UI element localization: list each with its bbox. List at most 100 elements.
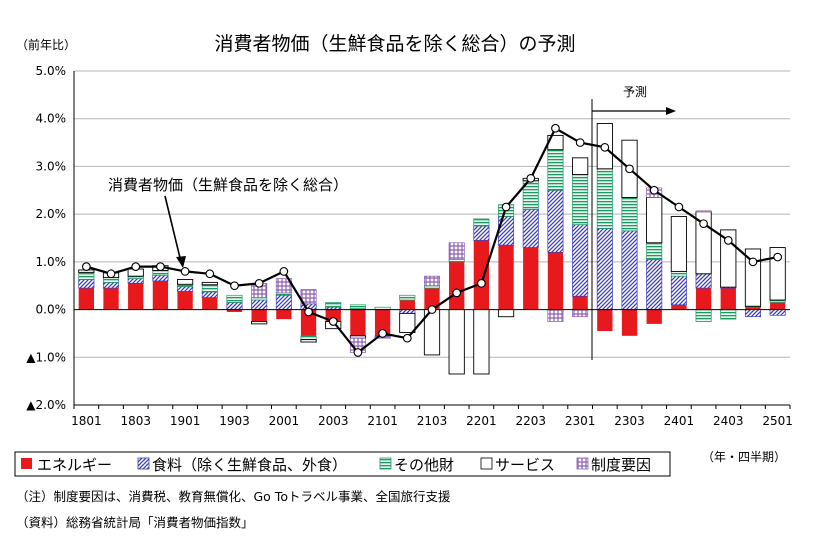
bar-food (670, 275, 687, 306)
bar-institutional (423, 275, 441, 287)
bar-food (572, 224, 589, 297)
bar-other-goods (399, 294, 416, 301)
x-axis-unit-label: （年・四半期） (702, 450, 786, 464)
line-annotation: 消費者物価（生鮮食品を除く総合） (108, 176, 348, 268)
bar-energy (374, 309, 391, 336)
bar-services (769, 247, 786, 301)
cpi-line-point (353, 348, 363, 357)
bar-food (399, 309, 416, 314)
forecast-arrowhead (666, 107, 676, 115)
bar-services (300, 339, 317, 343)
bar-energy (695, 288, 712, 310)
bar-energy (572, 296, 588, 310)
bar-services (646, 196, 663, 244)
bar-energy (498, 245, 514, 310)
bar-food (596, 228, 613, 310)
legend-label-energy: エネルギー (37, 456, 112, 474)
x-tick-label: 2501 (762, 414, 793, 428)
x-tick-label: 2103 (417, 414, 448, 428)
bar-institutional (695, 210, 712, 213)
bar-other-goods (251, 297, 268, 301)
cpi-line-point (477, 278, 486, 288)
bar-energy (449, 261, 465, 310)
bar-other-goods (300, 335, 317, 340)
bar-food (744, 309, 761, 318)
bar-energy (646, 309, 662, 324)
legend-swatch-energy (21, 458, 32, 469)
bar-other-goods (720, 309, 737, 320)
bar-services (670, 216, 688, 272)
stacked-bars (78, 123, 786, 375)
bar-energy (473, 240, 490, 310)
x-tick-label: 1903 (219, 414, 250, 428)
chart-title: 消費者物価（生鮮食品を除く総合）の予測 (214, 33, 575, 55)
x-tick-label: 2001 (269, 414, 300, 428)
bar-services (497, 309, 515, 318)
bar-food (152, 274, 169, 282)
cpi-line-point (551, 123, 560, 133)
bar-other-goods (572, 174, 589, 225)
bar-institutional (547, 309, 564, 322)
bar-services (572, 157, 589, 175)
bar-other-goods (473, 218, 490, 227)
legend: エネルギー 食料（除く生鮮食品、外食） その他財 サービス 制度要因 (14, 451, 671, 477)
cpi-line-point (526, 174, 536, 183)
note-source: （資料）総務省統計局「消費者物価指数」 (16, 515, 254, 530)
x-tick-label: 2003 (318, 414, 349, 428)
line-annotation-label: 消費者物価（生鮮食品を除く総合） (108, 176, 348, 194)
forecast-label: 予測 (623, 85, 647, 99)
legend-frame (14, 451, 671, 477)
y-tick-label: 5.0% (36, 64, 67, 78)
bar-other-goods (646, 242, 663, 260)
bar-food (127, 278, 144, 284)
cpi-line-point (180, 267, 190, 276)
line-annotation-arrow (164, 195, 182, 263)
cpi-line (81, 123, 783, 357)
bar-energy (547, 252, 564, 310)
bar-other-goods (275, 292, 292, 296)
cpi-line-point (699, 219, 708, 229)
y-tick-label: 1.0% (36, 255, 67, 269)
cpi-line-point (328, 317, 338, 326)
legend-swatch-services (480, 457, 493, 470)
bar-services (176, 279, 194, 285)
cpi-line-point (156, 262, 165, 271)
legend-swatch-other-goods (379, 457, 392, 470)
cpi-line-point (575, 138, 585, 147)
x-tick-label: 2101 (367, 414, 398, 428)
bar-energy (300, 309, 317, 336)
y-axis-unit-label: （前年比） (16, 37, 76, 52)
cpi-line-point (81, 262, 91, 271)
bar-food (275, 294, 292, 310)
bar-energy (745, 307, 761, 310)
bar-other-goods (78, 272, 95, 280)
bar-energy (720, 288, 736, 310)
bar-energy (424, 288, 440, 310)
x-tick-label: 2303 (614, 414, 645, 428)
bar-other-goods (423, 285, 441, 289)
bar-food (695, 273, 712, 289)
bar-services (399, 312, 416, 333)
legend-label-services: サービス (495, 456, 555, 474)
bar-other-goods (325, 302, 342, 308)
x-tick-label: 1901 (170, 414, 201, 428)
bar-energy (399, 300, 415, 310)
x-tick-label: 2203 (515, 414, 546, 428)
bar-services (251, 321, 268, 325)
forecast-annotation: 予測 (591, 85, 676, 360)
bar-energy (770, 302, 786, 310)
cpi-line-point (230, 281, 239, 291)
legend-label-other-goods: その他財 (394, 456, 454, 474)
cpi-line-point (723, 236, 733, 245)
line-annotation-arrowhead (176, 256, 186, 268)
bar-food (522, 209, 539, 248)
bar-energy (621, 309, 638, 336)
note-footnote: （注）制度要因は、消費税、教育無償化、Go Toトラベル事業、全国旅行支援 (16, 489, 451, 504)
cpi-line-point (378, 329, 387, 338)
bar-other-goods (596, 168, 613, 229)
bar-energy (350, 309, 366, 336)
legend-swatch-institutional (576, 457, 589, 470)
bar-services (473, 309, 490, 375)
bar-energy (671, 304, 687, 310)
x-tick-label: 2301 (565, 414, 596, 428)
